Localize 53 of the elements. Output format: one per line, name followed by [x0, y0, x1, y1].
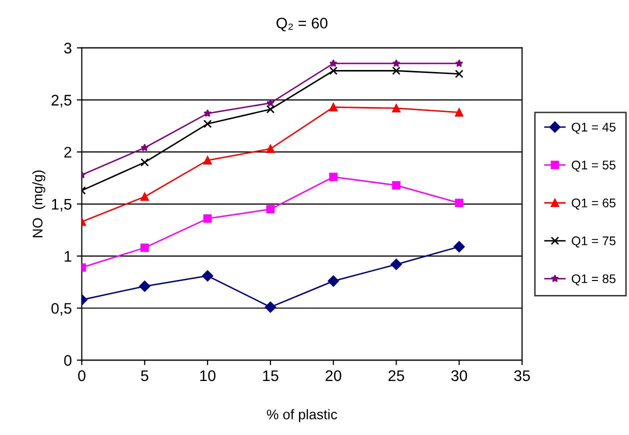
x-tick-label: 10: [200, 370, 216, 382]
point: [329, 172, 338, 182]
y-tick-label: 2: [64, 146, 72, 158]
point: [203, 214, 212, 223]
x-tick-label: 0: [78, 370, 86, 382]
point: [203, 156, 212, 164]
y-tick-label: 0: [64, 355, 72, 366]
point: [392, 66, 400, 75]
point: [140, 192, 149, 201]
y-tick-label: 2,5: [52, 94, 72, 108]
legend-label: Q1 = 85: [572, 274, 616, 286]
point: [328, 275, 339, 287]
point: [203, 120, 212, 128]
point: [392, 104, 400, 112]
point: [390, 258, 402, 270]
point: [204, 109, 212, 117]
point: [455, 198, 464, 208]
y-tick-label: 3: [64, 42, 72, 54]
y-tick-label: 0,5: [51, 302, 72, 316]
x-tick-label: 30: [451, 370, 468, 382]
point: [329, 59, 338, 67]
point: [266, 144, 275, 154]
x-axis-title: % of plastic: [266, 409, 338, 422]
point: [202, 270, 214, 282]
point: [140, 158, 149, 167]
x-tick-label: 5: [141, 370, 148, 382]
y-tick-label: 1: [64, 251, 72, 262]
x-tick-label: 20: [326, 370, 342, 382]
point: [266, 98, 274, 107]
point: [139, 280, 150, 292]
x-tick-label: 25: [388, 370, 404, 382]
point: [455, 70, 464, 78]
legend-label: Q1 = 65: [572, 198, 616, 210]
point: [266, 205, 275, 214]
y-axis-title: NO (mg/g): [32, 170, 46, 238]
y-tick-label: 1,5: [52, 199, 72, 212]
point: [329, 103, 338, 112]
x-tick-label: 35: [514, 370, 530, 382]
point: [392, 59, 400, 67]
chart-title: Q₂ = 60: [276, 18, 328, 32]
point: [266, 105, 275, 114]
point: [454, 241, 465, 252]
point: [455, 108, 464, 117]
legend-label: Q1 = 45: [572, 122, 616, 134]
point: [392, 181, 400, 190]
legend-label: Q1 = 55: [572, 160, 616, 172]
point: [140, 144, 149, 152]
point: [455, 59, 464, 67]
point: [264, 301, 276, 313]
point: [329, 66, 338, 75]
point: [140, 244, 149, 252]
x-tick-label: 15: [263, 370, 278, 382]
legend-label: Q1 = 75: [572, 236, 616, 248]
